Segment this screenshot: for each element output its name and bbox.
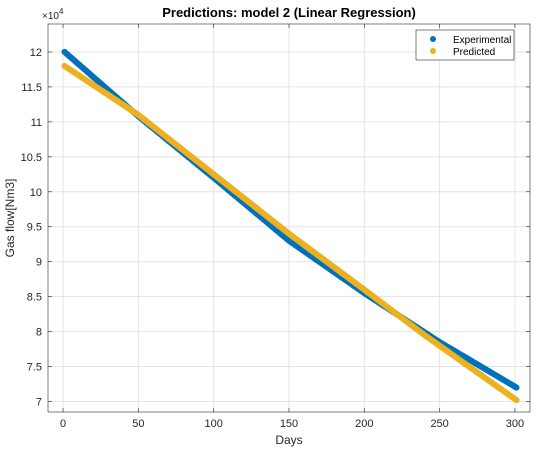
y-tick-label: 7.5 bbox=[27, 362, 42, 374]
y-tick-label: 8 bbox=[36, 327, 42, 339]
y-tick-label: 8.5 bbox=[27, 292, 42, 304]
series-layer bbox=[61, 48, 520, 404]
x-tick-label: 300 bbox=[506, 418, 524, 430]
x-axis-label: Days bbox=[275, 433, 302, 447]
data-point-experimental bbox=[513, 384, 520, 391]
chart-title: Predictions: model 2 (Linear Regression) bbox=[162, 5, 416, 20]
exponent-power: 4 bbox=[59, 7, 64, 16]
y-tick-label: 11.5 bbox=[21, 82, 42, 94]
y-axis-exponent: ×104 bbox=[42, 7, 64, 22]
y-tick-label: 7 bbox=[36, 397, 42, 409]
legend-marker-experimental bbox=[430, 36, 436, 42]
y-tick-label: 10 bbox=[30, 187, 42, 199]
exponent-base: ×10 bbox=[42, 11, 59, 22]
x-tick-label: 0 bbox=[60, 418, 66, 430]
y-tick-label: 10.5 bbox=[21, 152, 42, 164]
series-predicted bbox=[61, 62, 520, 404]
tick-labels: 0 50 100 150 200 250 300 7 7.5 8 8.5 9 9.5 10 10.5 11 11… bbox=[21, 47, 525, 430]
legend: Experimental Predicted bbox=[415, 29, 515, 61]
legend-label-experimental: Experimental bbox=[453, 35, 511, 46]
axis-ticks bbox=[48, 24, 530, 412]
y-tick-label: 9 bbox=[36, 257, 42, 269]
y-axis-label: Gas flow[Nm3] bbox=[3, 179, 17, 258]
x-tick-label: 100 bbox=[205, 418, 223, 430]
x-tick-label: 250 bbox=[430, 418, 448, 430]
legend-label-predicted: Predicted bbox=[453, 47, 495, 58]
legend-box bbox=[415, 29, 515, 61]
y-tick-label: 12 bbox=[30, 47, 42, 59]
x-tick-label: 200 bbox=[355, 418, 373, 430]
legend-marker-predicted bbox=[430, 48, 436, 54]
x-tick-label: 50 bbox=[132, 418, 144, 430]
y-tick-label: 9.5 bbox=[27, 222, 42, 234]
data-point-predicted bbox=[513, 397, 520, 404]
grid-lines bbox=[48, 24, 530, 412]
y-tick-label: 11 bbox=[31, 117, 42, 129]
x-tick-label: 150 bbox=[280, 418, 298, 430]
